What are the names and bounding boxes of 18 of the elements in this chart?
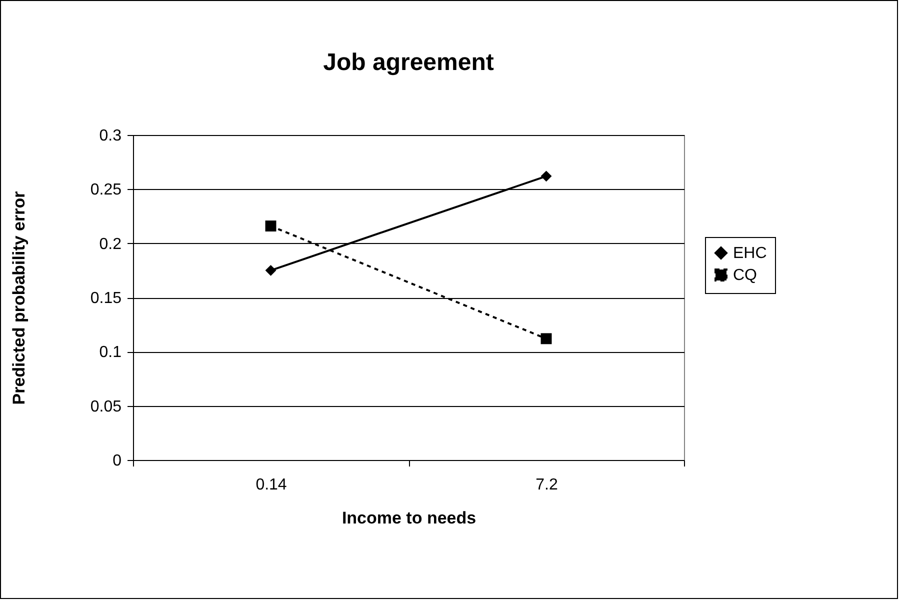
y-tick-label: 0.3 [99, 128, 122, 144]
y-tick-label: 0.1 [99, 344, 122, 362]
point [540, 333, 552, 344]
chart-title: Job agreement [323, 49, 494, 76]
x-axis-title: Income to needs [342, 508, 476, 528]
legend-label: EHC [733, 245, 767, 262]
point [540, 170, 552, 182]
point [265, 264, 276, 276]
x-tick-label: 0.14 [256, 476, 287, 494]
y-tick-label: 0.25 [90, 182, 122, 199]
y-axis-title: Predicted probability error [9, 190, 28, 405]
y-tick-label: 0.05 [90, 398, 122, 416]
y-tick-label: 0.15 [90, 290, 122, 307]
y-tick-label: 0.2 [99, 236, 122, 253]
legend-label: CQ [733, 267, 757, 284]
x-tick-label: 7.2 [536, 476, 558, 494]
y-tick-label: 0 [112, 452, 122, 470]
point [265, 220, 276, 232]
